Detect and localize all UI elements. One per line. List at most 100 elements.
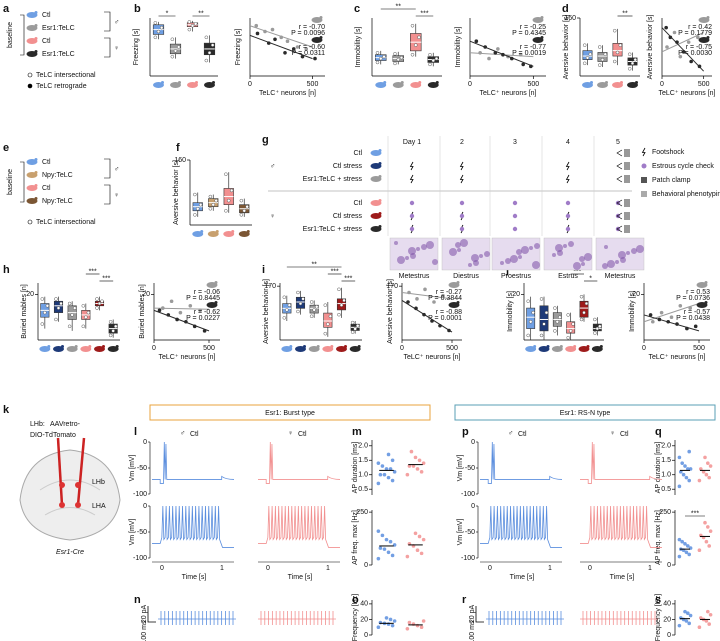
legend-bracket: [104, 11, 111, 58]
box: [579, 300, 589, 318]
x-tick-label: 0: [400, 345, 404, 352]
cell: [460, 239, 468, 247]
data-point: [204, 35, 209, 40]
x-tick-label: 500: [698, 81, 710, 88]
mouse-icon: [427, 82, 439, 88]
data-point: [342, 298, 346, 303]
data-point: [686, 611, 690, 616]
data-point: [528, 320, 533, 324]
mouse-icon: [370, 200, 382, 206]
brain-title: DIO-TdTomato: [30, 432, 76, 439]
female-symbol: ♀: [270, 213, 275, 220]
legend-box: [641, 191, 647, 197]
data-point: [255, 31, 260, 36]
data-point: [242, 209, 246, 213]
mouse-ear: [533, 345, 537, 348]
data-point: [582, 43, 587, 47]
y-tick-label: 170: [386, 283, 398, 290]
sig-stars: ***: [420, 10, 428, 17]
cell: [479, 254, 483, 258]
mouse-ear: [102, 345, 105, 348]
data-point: [689, 59, 693, 64]
stage-label: Metestrus: [605, 273, 636, 280]
data-point: [405, 626, 410, 631]
mouse-ear: [215, 230, 219, 233]
data-point: [679, 470, 683, 474]
schedule-legend: Estrous cycle check: [652, 163, 714, 170]
data-point: [417, 35, 421, 40]
brain-title: AAVretro-: [50, 421, 81, 428]
y-axis-label: Buried mables [n]: [139, 284, 146, 339]
data-point: [496, 47, 500, 51]
cell: [579, 256, 585, 262]
cell: [604, 245, 608, 249]
data-point: [54, 317, 58, 322]
trace: [258, 611, 336, 625]
panel-letter: r: [462, 594, 467, 606]
cell: [581, 262, 585, 266]
mouse-icon: [696, 282, 708, 288]
box: [612, 43, 623, 57]
data-point: [386, 550, 391, 555]
male-symbol: ♂: [114, 19, 119, 26]
smear-image: [543, 237, 593, 271]
mouse-icon: [591, 346, 603, 352]
data-point: [687, 621, 691, 626]
data-point: [339, 303, 344, 307]
scale-label: 100 ms: [141, 620, 148, 641]
mouse-ear: [704, 281, 708, 284]
y-tick-label: 0.5: [358, 486, 368, 493]
data-point: [211, 202, 215, 207]
data-point: [701, 470, 706, 474]
mouse-icon: [53, 346, 64, 352]
data-point: [684, 619, 689, 623]
data-point: [501, 52, 505, 57]
y-axis-label: AP duration [ms]: [352, 442, 359, 494]
vm-tick-label: 0: [143, 439, 147, 446]
mouse-ear: [635, 81, 638, 84]
data-point: [600, 57, 605, 62]
data-point: [699, 467, 703, 471]
data-point: [593, 317, 597, 322]
data-point: [204, 58, 209, 63]
data-point: [285, 308, 289, 312]
data-point: [159, 25, 164, 30]
x-tick-label: 0: [468, 81, 472, 88]
male-symbol: ♂: [270, 163, 275, 170]
data-point: [664, 25, 668, 30]
data-point: [615, 50, 620, 55]
stat-r: r = -0.62: [194, 309, 220, 316]
mouse-icon: [295, 346, 306, 352]
data-point: [681, 472, 686, 477]
arrow: [616, 162, 623, 170]
y-tick-label: 20: [632, 291, 640, 298]
mouse-icon: [311, 37, 323, 43]
data-point: [263, 29, 267, 34]
mouse-ear: [605, 81, 608, 84]
data-point: [566, 335, 570, 340]
cell: [394, 241, 398, 245]
vm-tick-label: -100: [133, 555, 147, 562]
mouse-icon: [66, 346, 78, 352]
data-point: [337, 287, 341, 292]
y-tick-label: 160: [564, 15, 576, 22]
cell: [563, 244, 567, 248]
data-point: [419, 470, 424, 474]
schedule-legend: Patch clamp: [652, 177, 691, 184]
legend-label: Npy:TeLC: [42, 198, 73, 205]
mouse-icon: [26, 159, 38, 165]
mouse-ear: [573, 345, 577, 348]
y-axis-label: Freezing [s]: [235, 29, 242, 66]
time-tick-label: 1: [548, 565, 552, 572]
data-point: [376, 625, 381, 630]
cell: [529, 246, 533, 250]
mouse-icon: [696, 302, 708, 308]
male-symbol: ♂: [114, 166, 119, 173]
mouse-ear: [200, 230, 204, 233]
data-point: [539, 297, 544, 301]
mouse-icon: [26, 172, 38, 178]
fit-line: [249, 34, 313, 60]
stat-r: r = 0.42: [688, 24, 712, 31]
trace: [580, 611, 658, 625]
